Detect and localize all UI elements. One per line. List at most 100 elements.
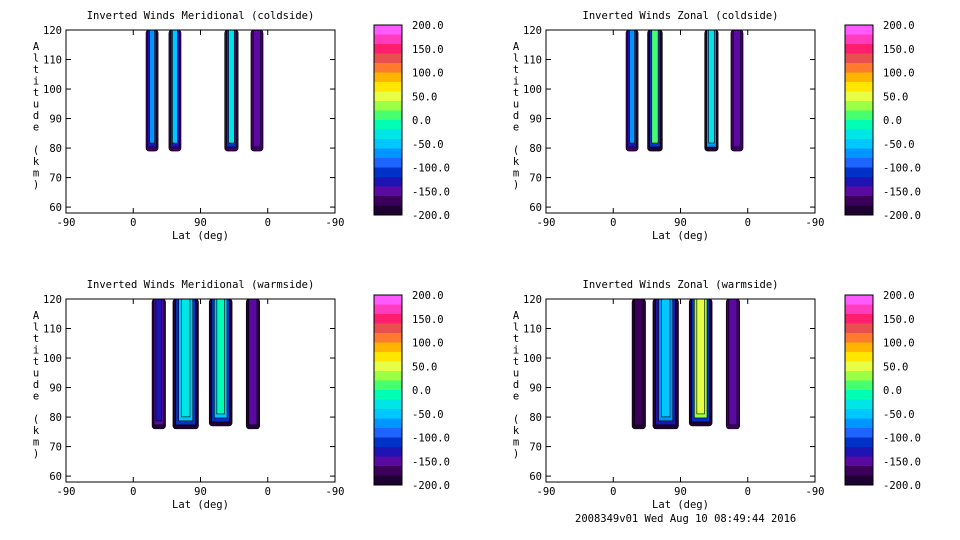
contour-band xyxy=(253,29,261,148)
colorbar-frame xyxy=(373,24,403,216)
colorbar-tick-label: 200.0 xyxy=(883,20,915,32)
colorbar-swatch xyxy=(374,91,402,102)
colorbar-tick-label: 0.0 xyxy=(412,115,431,127)
x-tick-label: -90 xyxy=(57,486,76,498)
x-axis-label: Lat (deg) xyxy=(652,230,709,242)
y-tick-label: 120 xyxy=(523,294,542,306)
colorbar-swatch xyxy=(845,323,873,334)
y-tick-label: 100 xyxy=(43,353,62,365)
colorbar-swatch xyxy=(845,120,873,130)
y-tick-label: 90 xyxy=(49,383,62,395)
colorbar-swatch xyxy=(845,333,873,343)
colorbar-swatch xyxy=(845,409,873,419)
colorbar-swatch xyxy=(845,475,873,486)
colorbar-swatch xyxy=(845,148,873,159)
colorbar-swatch xyxy=(374,44,402,54)
colorbar-swatch xyxy=(374,25,402,35)
data-column xyxy=(245,298,260,430)
data-column xyxy=(145,29,159,152)
x-tick-label: 0 xyxy=(745,217,751,229)
colorbar-tick-label: -200.0 xyxy=(412,480,450,492)
colorbar-swatch xyxy=(845,34,873,45)
colorbar-swatch xyxy=(374,418,402,429)
colorbar-tick-label: 100.0 xyxy=(412,68,444,80)
colorbar: 200.0 150.0 100.0 50.0 0.0 -50.0 -100.0 -150.0 -… xyxy=(844,290,921,492)
colorbar-swatch xyxy=(374,371,402,381)
colorbar-frame xyxy=(373,294,403,486)
colorbar-tick-label: -50.0 xyxy=(412,409,444,421)
colorbar-tick-label: -200.0 xyxy=(883,210,921,222)
colorbar-swatch xyxy=(845,390,873,400)
x-axis-label: Lat (deg) xyxy=(172,230,229,242)
data-column xyxy=(688,298,713,427)
colorbar-tick-label: 150.0 xyxy=(883,314,915,326)
colorbar-swatch xyxy=(845,110,873,121)
x-tick-label: 90 xyxy=(194,486,207,498)
colorbar-swatch xyxy=(845,361,873,372)
colorbar-tick-label: 100.0 xyxy=(412,338,444,350)
contour-band xyxy=(155,298,162,422)
colorbar-tick-label: -100.0 xyxy=(412,163,450,175)
colorbar-tick-label: -150.0 xyxy=(412,186,450,198)
colorbar-tick-label: 0.0 xyxy=(883,115,902,127)
data-column xyxy=(631,298,646,430)
colorbar-swatch xyxy=(845,158,873,168)
colorbar-tick-label: -100.0 xyxy=(412,433,450,445)
data-column xyxy=(250,29,264,152)
y-tick-label: 70 xyxy=(49,173,62,185)
data-column xyxy=(652,298,679,430)
colorbar-swatch xyxy=(845,53,873,64)
y-tick-label: 90 xyxy=(49,114,62,126)
y-tick-label: 90 xyxy=(529,114,542,126)
colorbar: 200.0 150.0 100.0 50.0 0.0 -50.0 -100.0 -150.0 -… xyxy=(844,20,921,222)
contour-band xyxy=(634,298,644,426)
x-tick-label: 90 xyxy=(674,486,687,498)
colorbar-swatch xyxy=(374,139,402,149)
y-tick-label: 90 xyxy=(529,383,542,395)
colorbar-swatch xyxy=(845,456,873,467)
chart-title: Inverted Winds Meridional (coldside) xyxy=(87,10,315,22)
y-tick-label: 60 xyxy=(529,202,542,214)
x-tick-label: 0 xyxy=(265,217,271,229)
colorbar: 200.0 150.0 100.0 50.0 0.0 -50.0 -100.0 -150.0 -… xyxy=(373,290,450,492)
colorbar-tick-label: -50.0 xyxy=(883,139,915,151)
colorbar-swatch xyxy=(374,148,402,159)
colorbar-tick-label: 50.0 xyxy=(412,361,437,373)
colorbar-swatch xyxy=(845,25,873,35)
contour-band xyxy=(733,29,741,148)
contour-band xyxy=(708,29,715,144)
colorbar-tick-label: 150.0 xyxy=(883,44,915,56)
y-tick-label: 70 xyxy=(529,442,542,454)
chart-panel-3: Inverted Winds Zonal (warmside) 60 70 80 90 1… xyxy=(513,279,921,511)
y-tick-label: 110 xyxy=(523,55,542,67)
colorbar-frame xyxy=(844,24,874,216)
y-tick-label: 60 xyxy=(49,202,62,214)
colorbar-swatch xyxy=(374,361,402,372)
chart-title: Inverted Winds Meridional (warmside) xyxy=(87,279,315,291)
x-tick-label: 0 xyxy=(130,486,136,498)
colorbar-swatch xyxy=(374,158,402,168)
contour-band xyxy=(728,298,738,426)
y-tick-label: 110 xyxy=(43,55,62,67)
x-tick-label: -90 xyxy=(326,486,345,498)
colorbar-frame xyxy=(844,294,874,486)
colorbar-swatch xyxy=(845,428,873,438)
data-column xyxy=(647,29,663,152)
y-tick-label: 80 xyxy=(49,412,62,424)
colorbar-swatch xyxy=(374,110,402,121)
data-column xyxy=(625,29,639,152)
colorbar-swatch xyxy=(845,418,873,429)
footer-timestamp: 2008349v01 Wed Aug 10 08:49:44 2016 xyxy=(575,513,797,525)
x-tick-label: -90 xyxy=(537,217,556,229)
colorbar-swatch xyxy=(845,139,873,149)
x-tick-label: -90 xyxy=(57,217,76,229)
y-tick-label: 60 xyxy=(49,471,62,483)
colorbar-swatch xyxy=(374,456,402,467)
colorbar-swatch xyxy=(845,196,873,206)
colorbar-tick-label: 200.0 xyxy=(412,20,444,32)
colorbar-swatch xyxy=(845,205,873,216)
colorbar-swatch xyxy=(374,380,402,391)
chart-panel-2: Inverted Winds Meridional (warmside) 60 70… xyxy=(33,279,450,511)
colorbar-tick-label: -200.0 xyxy=(883,480,921,492)
